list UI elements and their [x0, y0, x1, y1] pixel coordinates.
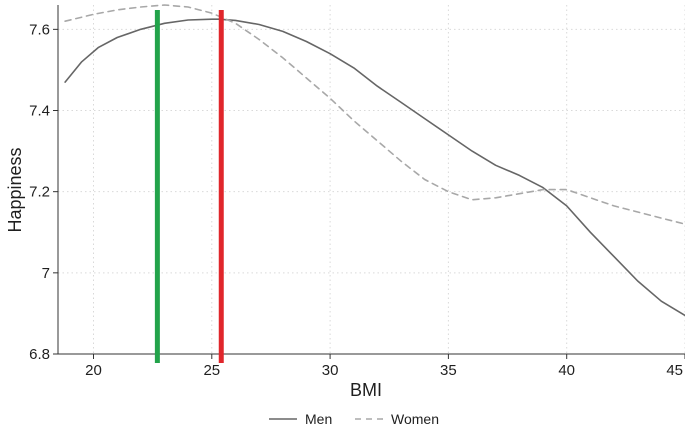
x-tick-label: 45: [666, 362, 683, 379]
y-tick-label: 6.8: [29, 346, 50, 363]
axis-layer: 20 25 30 35 40 45 6.8 7 7.2 7.4 7.6: [29, 5, 685, 379]
x-tick-label: 25: [203, 362, 220, 379]
legend: Men Women: [269, 411, 439, 427]
y-axis-title: Happiness: [5, 147, 25, 232]
y-tick-label: 7.4: [29, 103, 50, 120]
y-tick-label: 7.2: [29, 184, 50, 201]
x-tick-label: 40: [558, 362, 575, 379]
x-tick-label: 35: [440, 362, 457, 379]
y-tick-label: 7.6: [29, 21, 50, 38]
legend-label-women: Women: [391, 411, 439, 427]
x-tick-label: 20: [85, 362, 102, 379]
grid-layer: [58, 5, 685, 355]
reference-line-layer: [154, 10, 224, 363]
x-axis-title: BMI: [350, 380, 382, 400]
legend-label-men: Men: [305, 411, 332, 427]
y-tick-label: 7: [42, 265, 50, 282]
x-tick-label: 30: [322, 362, 339, 379]
series-line-women: [64, 4, 685, 225]
